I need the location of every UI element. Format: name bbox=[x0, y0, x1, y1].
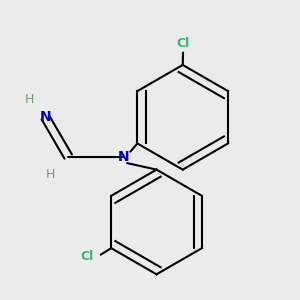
Text: Cl: Cl bbox=[177, 37, 190, 50]
Text: N: N bbox=[40, 110, 51, 124]
Text: H: H bbox=[24, 93, 34, 106]
Text: N: N bbox=[118, 149, 130, 164]
Text: H: H bbox=[46, 168, 55, 181]
Text: Cl: Cl bbox=[80, 250, 93, 263]
